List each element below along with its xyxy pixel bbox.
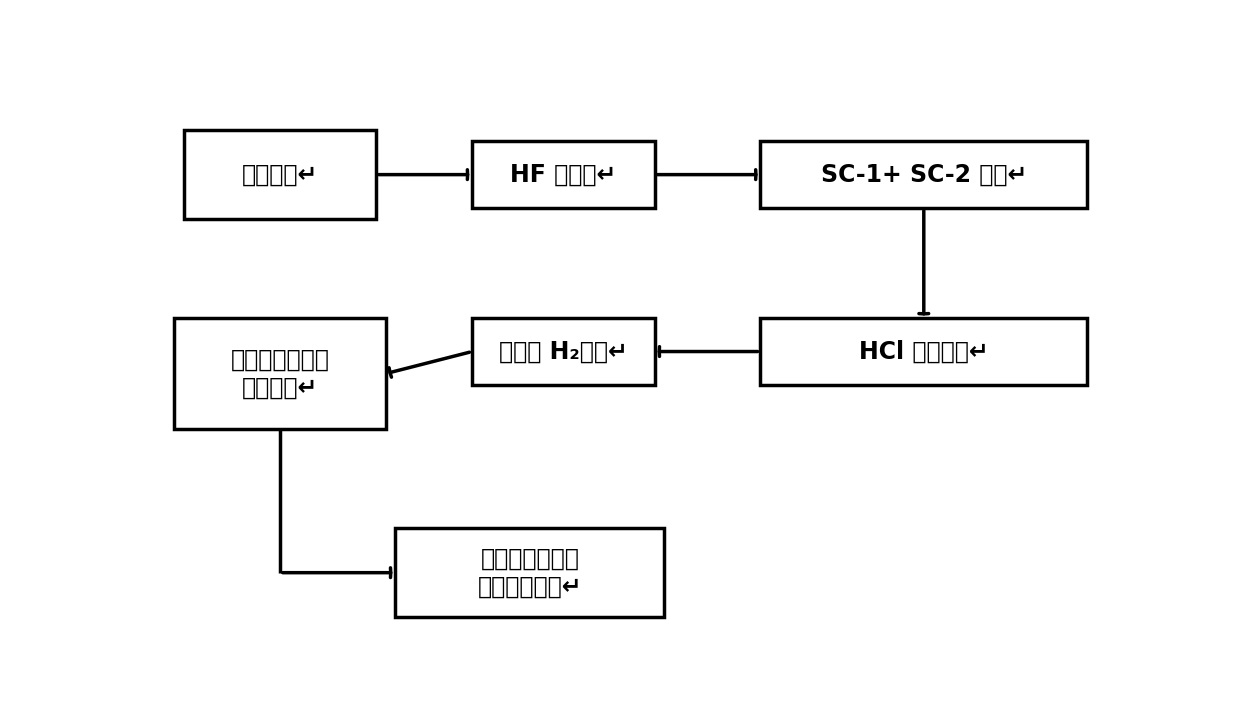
Text: 大流量 H₂吹扫↵: 大流量 H₂吹扫↵ — [498, 340, 627, 363]
Text: 埋层衬底↵: 埋层衬底↵ — [242, 162, 317, 187]
Bar — [472, 141, 655, 208]
Text: SC-1+ SC-2 清洗↵: SC-1+ SC-2 清洗↵ — [821, 162, 1027, 187]
Bar — [174, 318, 386, 429]
Text: 固定温度、掺杂
流量生长外层↵: 固定温度、掺杂 流量生长外层↵ — [477, 547, 582, 599]
Bar — [184, 131, 376, 219]
Text: 变温变掺杂流量
生长内层↵: 变温变掺杂流量 生长内层↵ — [231, 348, 330, 399]
Bar — [472, 318, 655, 385]
Bar — [760, 318, 1087, 385]
Text: HCl 气相腐蚀↵: HCl 气相腐蚀↵ — [859, 340, 988, 363]
Bar — [760, 141, 1087, 208]
Text: HF 酸浸泡↵: HF 酸浸泡↵ — [511, 162, 616, 187]
Bar — [396, 528, 665, 617]
